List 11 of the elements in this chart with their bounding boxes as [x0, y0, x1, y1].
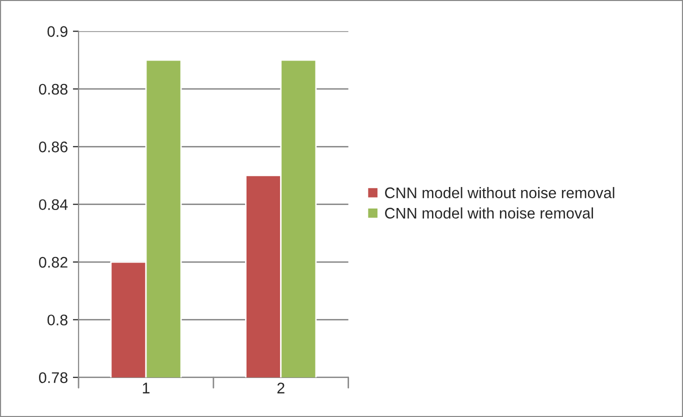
- y-tick-label: 0.78: [38, 372, 68, 384]
- y-tick-label: 0.84: [38, 199, 68, 210]
- y-tick-label: 0.86: [38, 142, 68, 152]
- y-tick-label: 0.82: [38, 256, 68, 268]
- x-tick-label: 1: [142, 382, 150, 394]
- y-tick-label: 0.9: [47, 26, 68, 37]
- y-tick-label: 0.8: [47, 314, 68, 326]
- legend-label: CNN model with noise removal: [385, 207, 593, 219]
- legend-label: CNN model without noise removal: [385, 187, 614, 198]
- y-tick-label: 0.88: [38, 84, 68, 95]
- x-tick-label: 2: [277, 382, 284, 394]
